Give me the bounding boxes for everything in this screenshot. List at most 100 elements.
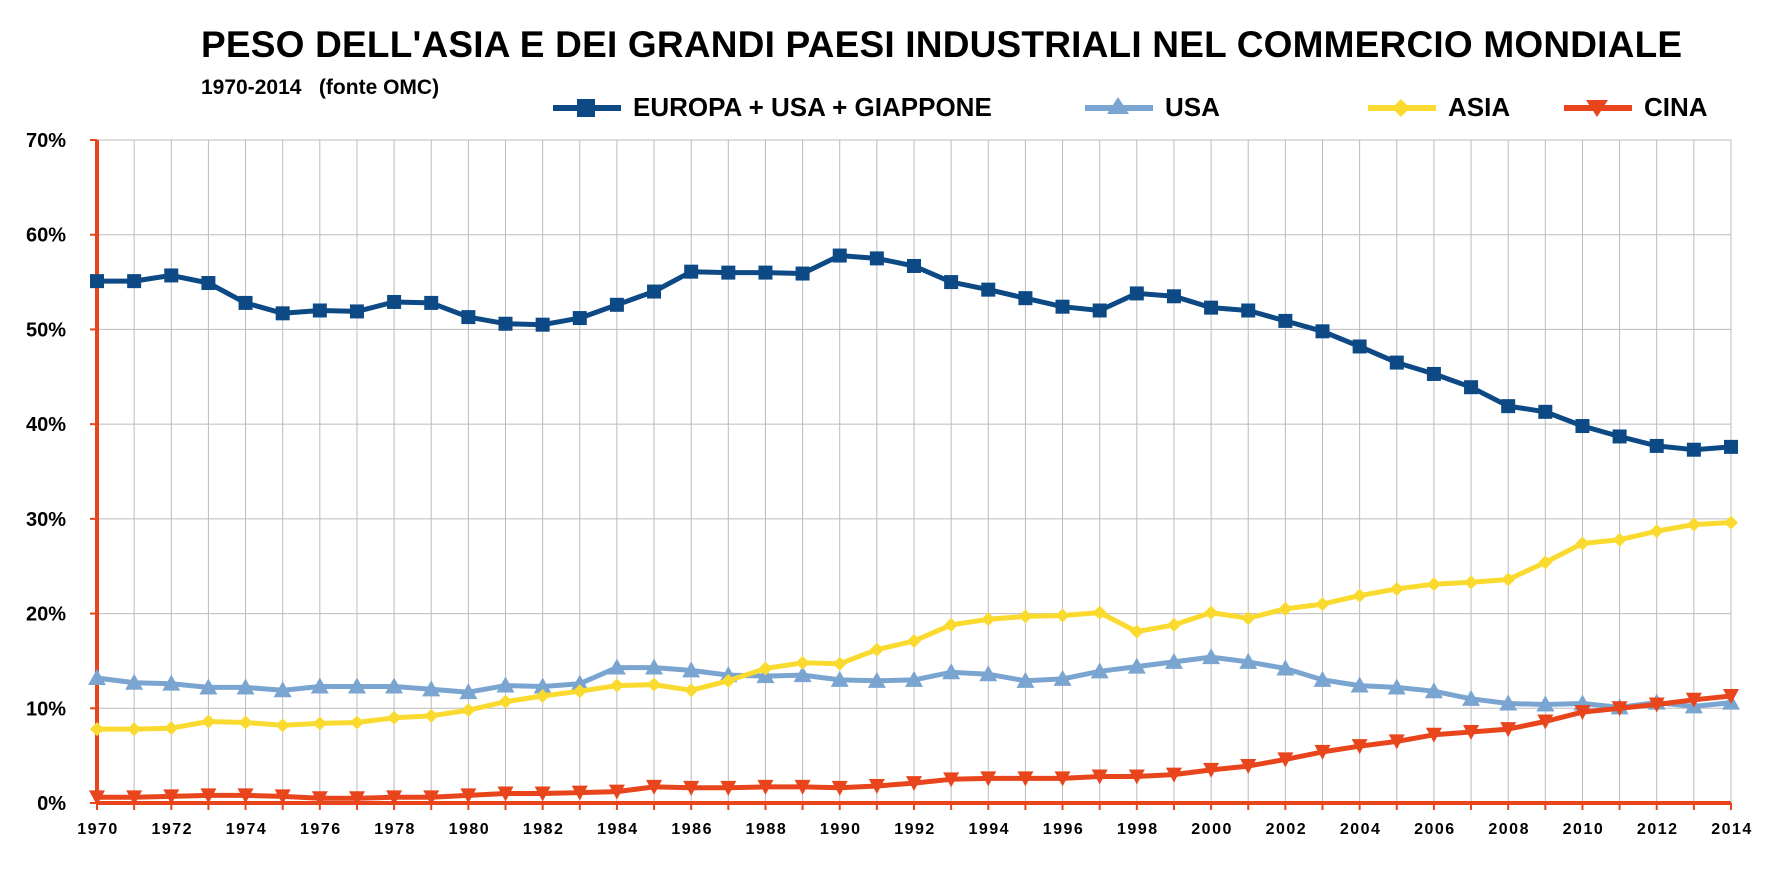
data-point-cina [1463,724,1480,740]
data-point-usa [1127,657,1146,674]
data-point-asia [275,718,290,733]
x-tick-label: 1982 [523,821,565,838]
data-point-europa-usa-giappone [498,316,513,331]
data-point-usa [607,658,626,675]
data-point-europa-usa-giappone [1649,438,1664,453]
data-point-usa [905,670,923,687]
data-point-europa-usa-giappone [312,303,327,318]
x-tick-label: 2012 [1637,821,1679,838]
data-point-europa-usa-giappone [461,310,476,325]
data-point-europa-usa-giappone [1389,355,1404,370]
data-point-asia [238,715,253,730]
legend-item-cina: CINA [1562,92,1708,122]
data-point-usa [1202,648,1221,665]
data-point-asia [609,678,624,693]
data-point-asia [424,708,439,723]
legend-label: CINA [1644,91,1708,122]
y-tick-label: 30% [26,509,66,531]
data-point-asia [1426,577,1441,592]
x-tick-label: 1986 [671,821,713,838]
data-point-usa [1424,682,1443,699]
data-point-europa-usa-giappone [1018,291,1033,306]
data-point-cina [311,791,328,807]
data-point-asia [1686,517,1701,532]
y-tick-label: 70% [26,130,66,152]
data-point-cina [274,789,291,805]
data-point-usa [979,665,998,682]
data-point-usa [199,678,218,695]
data-point-europa-usa-giappone [1352,339,1367,354]
legend-swatch-triangle-icon [1085,97,1153,114]
legend-swatch-diamond-icon [1368,99,1436,117]
data-point-europa-usa-giappone [1055,299,1070,314]
data-point-cina [1388,734,1405,750]
x-tick-label: 1974 [226,821,268,838]
data-point-usa [1239,652,1258,669]
data-point-cina [794,779,811,795]
data-point-europa-usa-giappone [1129,286,1144,301]
data-point-asia [1501,572,1516,587]
data-point-cina [460,788,477,804]
data-point-usa [570,674,589,691]
x-tick-label: 1994 [968,821,1010,838]
data-point-europa-usa-giappone [832,248,847,263]
data-point-cina [1351,739,1368,755]
data-point-cina [1240,759,1257,775]
data-point-europa-usa-giappone [238,295,253,310]
data-point-asia [907,634,921,649]
x-tick-label: 1978 [374,821,416,838]
data-point-usa [1313,670,1332,687]
data-point-asia [90,722,104,737]
legend-item-asia: ASIA [1366,92,1510,122]
data-point-usa [88,668,106,685]
data-point-europa-usa-giappone [1724,439,1738,454]
data-point-cina [1537,714,1554,730]
data-point-asia [201,714,216,729]
data-point-asia [1018,609,1033,624]
data-point-usa [1276,659,1295,676]
x-tick-label: 2000 [1191,821,1233,838]
data-point-asia [1092,605,1107,620]
data-point-asia [1204,605,1219,620]
legend-label: ASIA [1448,91,1511,122]
data-point-europa-usa-giappone [424,295,439,310]
data-point-cina [1314,744,1331,760]
x-tick-label: 1970 [77,821,119,838]
data-point-asia [1538,555,1553,570]
data-point-usa [273,681,292,698]
data-point-cina [757,779,774,795]
data-point-europa-usa-giappone [907,258,921,273]
data-point-europa-usa-giappone [758,265,773,280]
data-point-asia [498,694,513,709]
data-point-europa-usa-giappone [647,284,662,299]
data-point-asia [312,716,327,731]
x-tick-label: 1984 [597,821,639,838]
data-point-cina [1017,771,1034,787]
data-point-usa [1536,695,1555,712]
data-point-europa-usa-giappone [1575,419,1590,434]
data-point-cina [831,780,848,796]
data-point-cina [237,788,254,804]
data-point-asia [1352,588,1367,603]
data-point-cina [1500,722,1517,738]
x-tick-label: 1980 [449,821,491,838]
legend-swatch-square-icon [553,99,621,117]
data-point-cina [1723,688,1739,704]
data-point-europa-usa-giappone [1241,303,1256,318]
data-point-europa-usa-giappone [387,294,402,309]
data-point-usa [1016,671,1035,688]
data-point-asia [387,710,402,725]
legend-label: USA [1165,91,1220,122]
x-tick-label: 2008 [1488,821,1530,838]
data-point-usa [1053,669,1072,686]
data-point-asia [684,683,699,698]
data-point-usa [533,677,552,694]
data-point-cina [386,790,403,806]
data-point-cina [683,780,700,796]
y-tick-label: 50% [26,319,66,341]
data-point-europa-usa-giappone [349,304,364,319]
data-point-europa-usa-giappone [275,306,290,321]
data-point-europa-usa-giappone [1464,380,1479,395]
data-point-asia [1166,617,1181,632]
